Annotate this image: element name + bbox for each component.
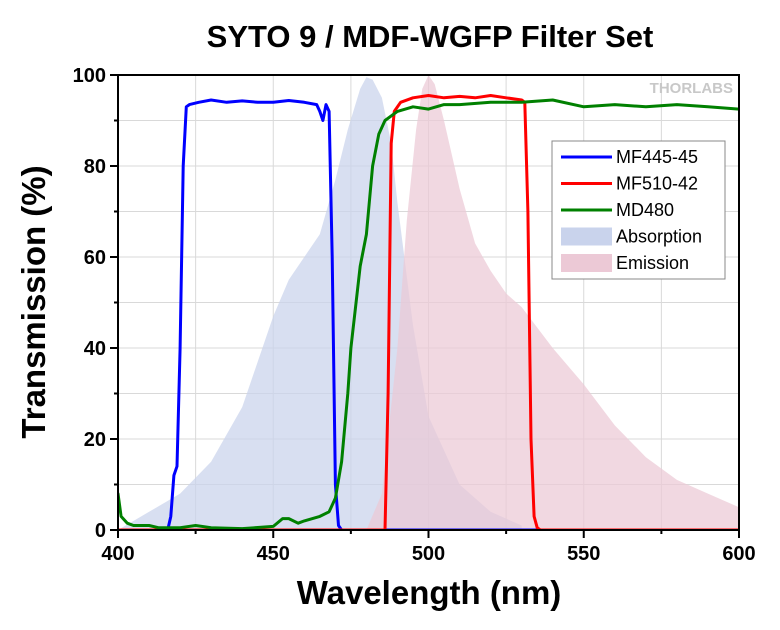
x-axis-title: Wavelength (nm) bbox=[297, 574, 562, 611]
line-md480 bbox=[118, 98, 739, 530]
line-mf510-42 bbox=[118, 94, 739, 530]
area-emission bbox=[366, 75, 739, 530]
legend-label-mf510-42: MF510-42 bbox=[616, 174, 698, 194]
x-tick-label: 600 bbox=[722, 543, 755, 565]
y-axis-title: Transmission (%) bbox=[15, 165, 52, 438]
y-tick-label: 100 bbox=[73, 65, 106, 87]
ticks: 400 450 500 550 600 0 20 40 60 80 100 bbox=[73, 65, 756, 565]
y-tick-label: 80 bbox=[84, 156, 106, 178]
area-series bbox=[118, 75, 739, 530]
y-tick-label: 40 bbox=[84, 338, 106, 360]
x-tick-label: 450 bbox=[257, 543, 290, 565]
legend-swatch-absorption bbox=[561, 227, 612, 246]
y-tick-label: 0 bbox=[95, 520, 106, 542]
chart-title: SYTO 9 / MDF-WGFP Filter Set bbox=[207, 19, 654, 54]
legend-label-mf445-45: MF445-45 bbox=[616, 147, 698, 167]
x-tick-label: 550 bbox=[567, 543, 600, 565]
line-series bbox=[118, 94, 739, 530]
x-tick-label: 500 bbox=[412, 543, 445, 565]
x-tick-label: 400 bbox=[101, 543, 134, 565]
legend-label-emission: Emission bbox=[616, 253, 689, 273]
y-tick-label: 20 bbox=[84, 429, 106, 451]
legend-swatch-emission bbox=[561, 254, 612, 272]
legend: MF445-45 MF510-42 MD480 Absorption Emission bbox=[551, 140, 726, 280]
legend-label-md480: MD480 bbox=[616, 200, 674, 220]
legend-label-absorption: Absorption bbox=[616, 227, 702, 247]
y-tick-label: 60 bbox=[84, 247, 106, 269]
watermark-logo: THORLABS bbox=[650, 80, 733, 97]
